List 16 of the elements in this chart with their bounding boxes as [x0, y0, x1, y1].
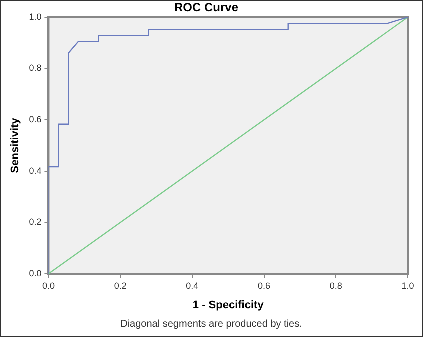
- x-tick-label: 0.4: [186, 280, 199, 291]
- x-tick-label: 0.2: [114, 280, 127, 291]
- y-tick-label: 0.6: [29, 114, 42, 125]
- chart-title: ROC Curve: [174, 0, 239, 15]
- y-axis-title: Sensitivity: [10, 117, 22, 174]
- y-tick-label: 0.2: [29, 217, 42, 228]
- x-axis-title: 1 - Specificity: [192, 299, 265, 312]
- x-tick-label: 0.8: [330, 280, 342, 291]
- x-tick-label: 1.0: [402, 280, 414, 291]
- y-tick-label: 0.4: [29, 166, 42, 176]
- x-tick-label: 0.0: [42, 280, 55, 291]
- y-tick-label: 0.8: [29, 63, 42, 74]
- text: Diagonal segments are produced by ties.: [120, 319, 304, 330]
- y-tick-label: 1.0: [29, 12, 42, 22]
- y-tick-label: 0.0: [29, 268, 42, 278]
- x-tick-label: 0.6: [258, 280, 271, 291]
